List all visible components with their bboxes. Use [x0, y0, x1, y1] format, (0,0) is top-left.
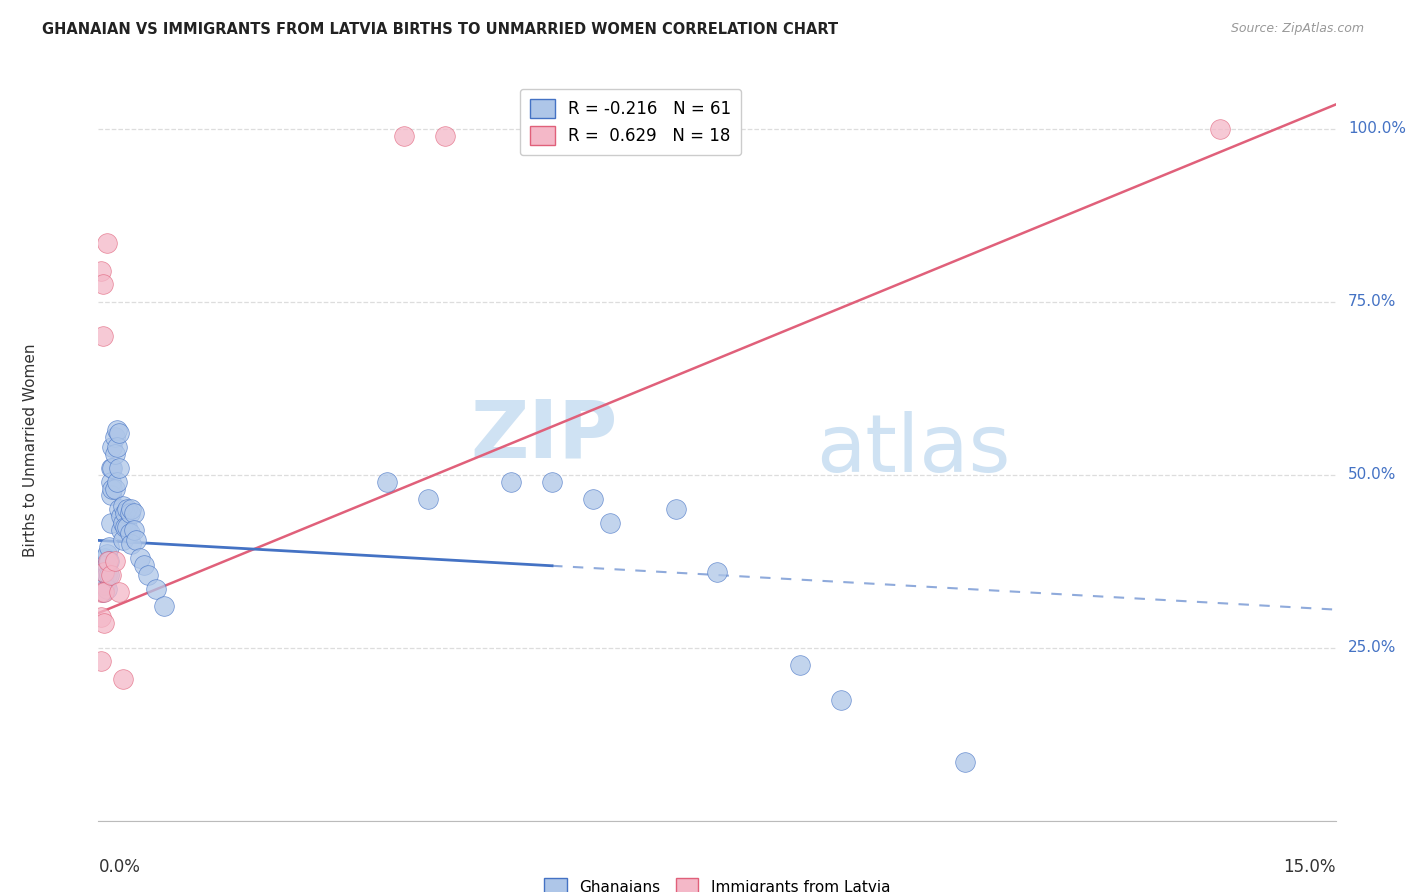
Point [124, 533, 146, 548]
Point [94, 565, 117, 579]
Point [108, 502, 131, 516]
Point [665, 502, 688, 516]
Legend: Ghanaians, Immigrants from Latvia: Ghanaians, Immigrants from Latvia [538, 872, 896, 892]
Point [1209, 121, 1232, 136]
Point [96, 568, 118, 582]
Point [98, 541, 121, 555]
Point [118, 526, 141, 541]
Point [91, 329, 114, 343]
Point [97, 554, 120, 568]
Point [112, 499, 135, 513]
Point [599, 516, 621, 530]
Point [91, 574, 114, 589]
Point [953, 755, 976, 769]
Point [375, 475, 398, 489]
Point [91, 585, 114, 599]
Point [105, 440, 128, 454]
Point [104, 554, 127, 568]
Point [101, 440, 124, 454]
Point [418, 491, 440, 506]
Text: Source: ZipAtlas.com: Source: ZipAtlas.com [1230, 22, 1364, 36]
Point [120, 502, 142, 516]
Point [93, 565, 115, 579]
Point [110, 509, 132, 524]
Point [100, 460, 122, 475]
Point [90, 585, 112, 599]
Point [117, 519, 139, 533]
Point [105, 423, 128, 437]
Point [706, 565, 728, 579]
Point [90, 263, 112, 277]
Point [100, 516, 122, 530]
Text: 25.0%: 25.0% [1348, 640, 1396, 655]
Point [110, 523, 132, 537]
Point [128, 550, 150, 565]
Point [108, 426, 131, 441]
Point [117, 502, 139, 516]
Point [96, 558, 118, 572]
Point [153, 599, 176, 614]
Point [98, 554, 121, 568]
Point [93, 585, 115, 599]
Text: atlas: atlas [815, 411, 1011, 490]
Text: 15.0%: 15.0% [1284, 858, 1336, 876]
Point [122, 523, 145, 537]
Text: 0.0%: 0.0% [98, 858, 141, 876]
Point [90, 655, 112, 669]
Point [122, 506, 145, 520]
Point [114, 519, 136, 533]
Point [105, 475, 128, 489]
Point [499, 475, 522, 489]
Point [108, 585, 131, 599]
Point [93, 616, 115, 631]
Point [108, 460, 131, 475]
Point [830, 692, 852, 706]
Text: ZIP: ZIP [471, 397, 619, 475]
Point [112, 672, 135, 686]
Point [96, 582, 118, 596]
Text: GHANAIAN VS IMMIGRANTS FROM LATVIA BIRTHS TO UNMARRIED WOMEN CORRELATION CHART: GHANAIAN VS IMMIGRANTS FROM LATVIA BIRTH… [42, 22, 838, 37]
Point [120, 537, 142, 551]
Point [392, 128, 415, 143]
Point [100, 475, 122, 489]
Point [91, 561, 114, 575]
Text: Births to Unmarried Women: Births to Unmarried Women [22, 343, 38, 558]
Text: 50.0%: 50.0% [1348, 467, 1396, 483]
Point [104, 482, 127, 496]
Point [541, 475, 564, 489]
Point [90, 609, 112, 624]
Point [100, 568, 122, 582]
Point [136, 568, 159, 582]
Point [96, 547, 118, 561]
Point [112, 516, 135, 530]
Text: 100.0%: 100.0% [1348, 121, 1406, 136]
Point [433, 128, 456, 143]
Point [91, 277, 114, 292]
Point [145, 582, 167, 596]
Point [98, 568, 121, 582]
Point [118, 506, 141, 520]
Point [100, 488, 122, 502]
Point [94, 550, 117, 565]
Point [101, 460, 124, 475]
Point [112, 533, 135, 548]
Text: 75.0%: 75.0% [1348, 294, 1396, 310]
Point [114, 506, 136, 520]
Point [101, 482, 124, 496]
Point [132, 558, 155, 572]
Point [582, 491, 605, 506]
Point [104, 429, 127, 443]
Point [104, 447, 127, 461]
Point [789, 657, 811, 672]
Point [96, 235, 118, 250]
Point [94, 578, 117, 592]
